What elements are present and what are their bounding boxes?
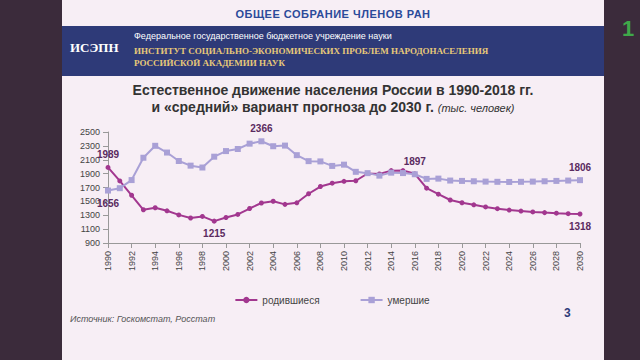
svg-text:2006: 2006 (292, 251, 302, 271)
svg-text:1806: 1806 (569, 162, 592, 173)
svg-text:2012: 2012 (363, 251, 373, 271)
svg-text:1900: 1900 (80, 169, 100, 179)
svg-text:900: 900 (85, 238, 100, 248)
svg-text:2024: 2024 (504, 251, 514, 271)
svg-text:1897: 1897 (404, 156, 427, 167)
html-text:1: 1 (622, 16, 635, 41)
html-text:ИСЭПН: ИСЭПН (70, 40, 119, 55)
svg-text:2366: 2366 (250, 123, 273, 134)
svg-text:1500: 1500 (80, 196, 100, 207)
svg-text:1318: 1318 (569, 221, 592, 232)
html-text:3: 3 (564, 306, 571, 320)
svg-text:2014: 2014 (386, 251, 396, 271)
svg-text:2000: 2000 (221, 251, 231, 271)
svg-text:родившиеся: родившиеся (262, 295, 319, 306)
svg-text:2010: 2010 (339, 251, 349, 271)
svg-text:2500: 2500 (80, 127, 100, 137)
svg-text:2002: 2002 (245, 251, 255, 271)
svg-text:1998: 1998 (197, 251, 207, 271)
html-text:Федеральное государственное бю: Федеральное государственное бюджетное уч… (134, 31, 392, 41)
svg-text:1989: 1989 (97, 149, 120, 160)
html-text:Естественное движение населени: Естественное движение населения России в… (132, 82, 534, 98)
svg-text:умершие: умершие (388, 295, 430, 306)
svg-text:1994: 1994 (150, 251, 160, 271)
svg-text:1215: 1215 (203, 228, 226, 239)
html-text:РОССИЙСКОЙ АКАДЕМИИ НАУК: РОССИЙСКОЙ АКАДЕМИИ НАУК (134, 58, 285, 68)
svg-text:2030: 2030 (575, 251, 585, 271)
svg-text:2022: 2022 (481, 251, 491, 271)
html-text:ОБЩЕЕ СОБРАНИЕ ЧЛЕНОВ РАН: ОБЩЕЕ СОБРАНИЕ ЧЛЕНОВ РАН (235, 8, 431, 20)
svg-text:2004: 2004 (268, 251, 278, 271)
svg-text:1990: 1990 (103, 251, 113, 271)
svg-text:2020: 2020 (457, 251, 467, 271)
svg-text:2300: 2300 (80, 140, 100, 151)
svg-text:1700: 1700 (80, 183, 100, 193)
svg-text:1300: 1300 (80, 210, 100, 220)
svg-text:2016: 2016 (410, 251, 420, 271)
html-text:ИНСТИТУТ СОЦИАЛЬНО-ЭКОНОМИЧЕСК: ИНСТИТУТ СОЦИАЛЬНО-ЭКОНОМИЧЕСКИХ ПРОБЛЕМ… (134, 46, 489, 56)
html-text:Источник: Госкомстат, Росстат: Источник: Госкомстат, Росстат (70, 314, 216, 324)
svg-text:1100: 1100 (81, 224, 100, 234)
svg-text:1992: 1992 (127, 251, 137, 271)
svg-text:2008: 2008 (315, 251, 325, 271)
svg-text:2018: 2018 (433, 251, 443, 271)
svg-text:2100: 2100 (80, 154, 100, 165)
svg-text:2028: 2028 (551, 251, 561, 271)
html-text:и «средний» вариант прогноза д: и «средний» вариант прогноза до 2030 г. … (151, 99, 515, 115)
svg-text:1996: 1996 (174, 251, 184, 271)
svg-text:1656: 1656 (97, 198, 120, 209)
svg-text:2026: 2026 (528, 251, 538, 271)
